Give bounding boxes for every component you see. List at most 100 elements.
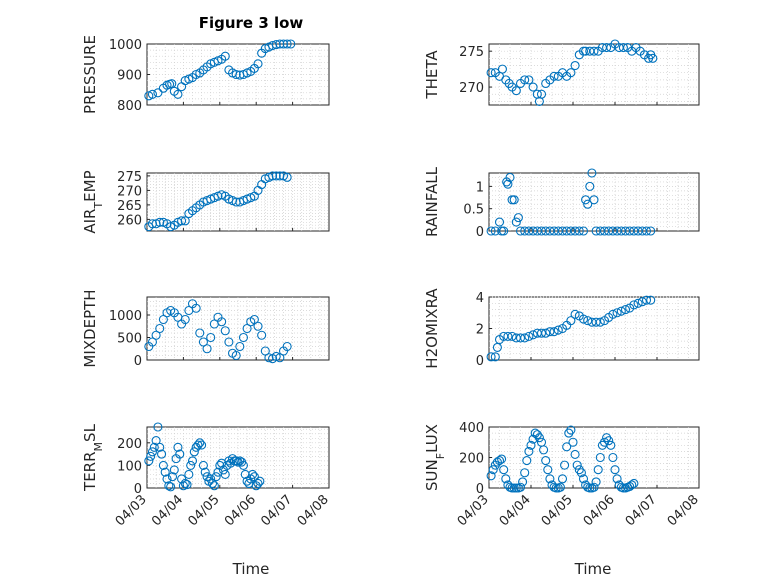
- data-point-sun_flux: [610, 465, 620, 475]
- data-point-sun_flux: [604, 436, 614, 446]
- data-point-h2omixra: [524, 331, 534, 341]
- y-axis-label-part: SL: [81, 423, 99, 442]
- y-axis-label-part: PRESSURE: [81, 35, 99, 114]
- data-point-theta: [528, 82, 538, 92]
- data-point-pressure: [253, 59, 263, 69]
- y-tick-label-h2omixra: 4: [476, 291, 484, 306]
- data-point-terr_msl: [166, 482, 176, 492]
- data-point-theta: [589, 46, 599, 56]
- x-tick-label-terr_msl: 04/04: [149, 492, 186, 529]
- data-point-h2omixra: [490, 352, 500, 362]
- data-point-terr_msl: [200, 467, 210, 477]
- y-axis-label-terr_msl: TERRMSL: [81, 423, 105, 492]
- data-point-sun_flux: [562, 442, 572, 452]
- y-axis-label-part: RAINFALL: [423, 166, 441, 237]
- data-point-mixdepth: [151, 330, 161, 340]
- data-point-sun_flux: [589, 482, 599, 492]
- y-tick-label-mixdepth: 500: [117, 332, 142, 347]
- y-tick-label-terr_msl: 0: [134, 482, 142, 497]
- data-point-air_temp: [271, 171, 281, 181]
- data-point-mixdepth: [249, 314, 259, 325]
- data-point-h2omixra: [486, 352, 496, 362]
- y-axis-label-pressure: PRESSURE: [81, 35, 99, 114]
- panel-pressure: 800 900 1000 PRESSURE: [81, 35, 330, 114]
- data-point-terr_msl: [151, 436, 161, 446]
- data-point-h2omixra: [583, 316, 593, 326]
- data-point-sun_flux: [608, 452, 618, 463]
- x-tick-label-terr_msl: 04/08: [295, 492, 332, 529]
- x-tick-label-terr_msl: 04/06: [222, 492, 259, 529]
- panel-rainfall: 0 0.5 1 RAINFALL: [423, 166, 700, 240]
- data-point-sun_flux: [501, 474, 511, 484]
- data-point-rainfall: [503, 179, 513, 189]
- data-point-terr_msl: [193, 440, 203, 450]
- data-point-terr_msl: [144, 456, 154, 466]
- panel-mixdepth: 0 500 1000 MIXDEPTH: [81, 289, 330, 369]
- data-point-pressure: [173, 89, 183, 99]
- y-tick-label-theta: 270: [459, 81, 484, 96]
- data-point-pressure: [282, 39, 292, 49]
- data-point-theta: [648, 53, 658, 63]
- panel-theta: 270 275 THETA: [423, 39, 700, 106]
- data-point-sun_flux: [486, 471, 496, 481]
- data-point-h2omixra: [549, 327, 559, 337]
- data-point-terr_msl: [220, 469, 230, 479]
- data-point-sun_flux: [629, 478, 639, 488]
- data-point-sun_flux: [541, 455, 551, 466]
- data-point-sun_flux: [591, 477, 601, 487]
- data-point-rainfall: [499, 226, 509, 236]
- data-point-sun_flux: [627, 480, 637, 490]
- x-tick-label-terr_msl: 04/07: [258, 492, 295, 529]
- y-tick-label-air_temp: 270: [117, 184, 142, 199]
- data-point-h2omixra: [633, 298, 643, 308]
- data-point-theta: [549, 71, 559, 81]
- data-point-mixdepth: [282, 341, 292, 352]
- data-point-mixdepth: [198, 337, 208, 347]
- data-point-h2omixra: [503, 331, 513, 341]
- data-point-h2omixra: [553, 325, 563, 335]
- data-point-pressure: [275, 39, 285, 49]
- data-point-sun_flux: [518, 477, 528, 487]
- data-point-mixdepth: [235, 341, 245, 352]
- data-point-terr_msl: [206, 474, 216, 484]
- y-axis-label-theta: THETA: [423, 50, 441, 100]
- data-point-rainfall: [641, 226, 652, 236]
- data-point-pressure: [271, 40, 281, 50]
- data-point-rainfall: [486, 226, 496, 236]
- data-point-rainfall: [589, 195, 599, 205]
- y-axis-label-mixdepth: MIXDEPTH: [81, 289, 99, 367]
- data-point-h2omixra: [612, 308, 622, 318]
- data-point-sun_flux: [494, 455, 505, 466]
- y-tick-label-air_temp: 260: [117, 213, 142, 228]
- y-axis-label-part: LUX: [423, 424, 441, 453]
- data-point-terr_msl: [158, 460, 168, 470]
- y-axis-label-rainfall: RAINFALL: [423, 166, 441, 237]
- panel-sun_flux: 0 200 400 04/03 04/04 04/05 04/06 04/07 04/08 SUN…: [423, 421, 702, 529]
- y-tick-label-mixdepth: 0: [134, 354, 142, 369]
- data-point-theta: [520, 75, 530, 85]
- data-point-h2omixra: [541, 328, 551, 338]
- data-point-sun_flux: [515, 482, 526, 492]
- data-point-terr_msl: [186, 460, 196, 470]
- x-tick-label-sun_flux: 04/04: [497, 492, 534, 529]
- data-point-mixdepth: [224, 337, 234, 347]
- data-point-h2omixra: [528, 330, 538, 340]
- data-point-mixdepth: [158, 314, 168, 325]
- data-point-mixdepth: [238, 332, 249, 343]
- data-point-terr_msl: [164, 481, 174, 491]
- y-axis-label-part: MIXDEPTH: [81, 289, 99, 367]
- x-tick-label-sun_flux: 04/03: [455, 492, 492, 529]
- data-point-terr_msl: [231, 456, 241, 466]
- data-point-h2omixra: [520, 333, 530, 343]
- data-point-air_temp: [268, 171, 278, 181]
- data-point-terr_msl: [160, 467, 170, 477]
- data-point-terr_msl: [211, 472, 221, 482]
- data-point-h2omixra: [515, 333, 526, 343]
- y-tick-label-rainfall: 0: [476, 225, 484, 240]
- data-point-mixdepth: [191, 303, 201, 313]
- y-tick-label-pressure: 1000: [109, 38, 142, 53]
- data-point-terr_msl: [187, 456, 198, 466]
- y-axis-label-h2omixra: H2OMIXRA: [423, 288, 441, 369]
- data-point-h2omixra: [595, 317, 605, 327]
- y-tick-label-rainfall: 1: [476, 180, 484, 195]
